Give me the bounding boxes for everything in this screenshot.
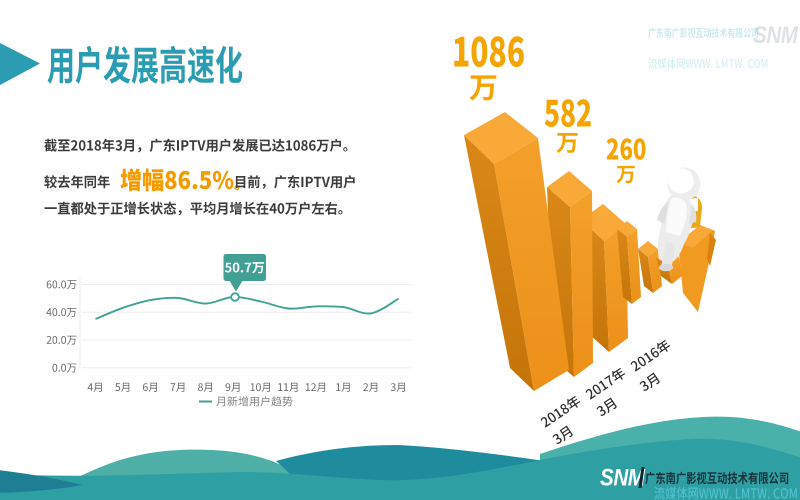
svg-text:SNM: SNM <box>753 22 799 49</box>
